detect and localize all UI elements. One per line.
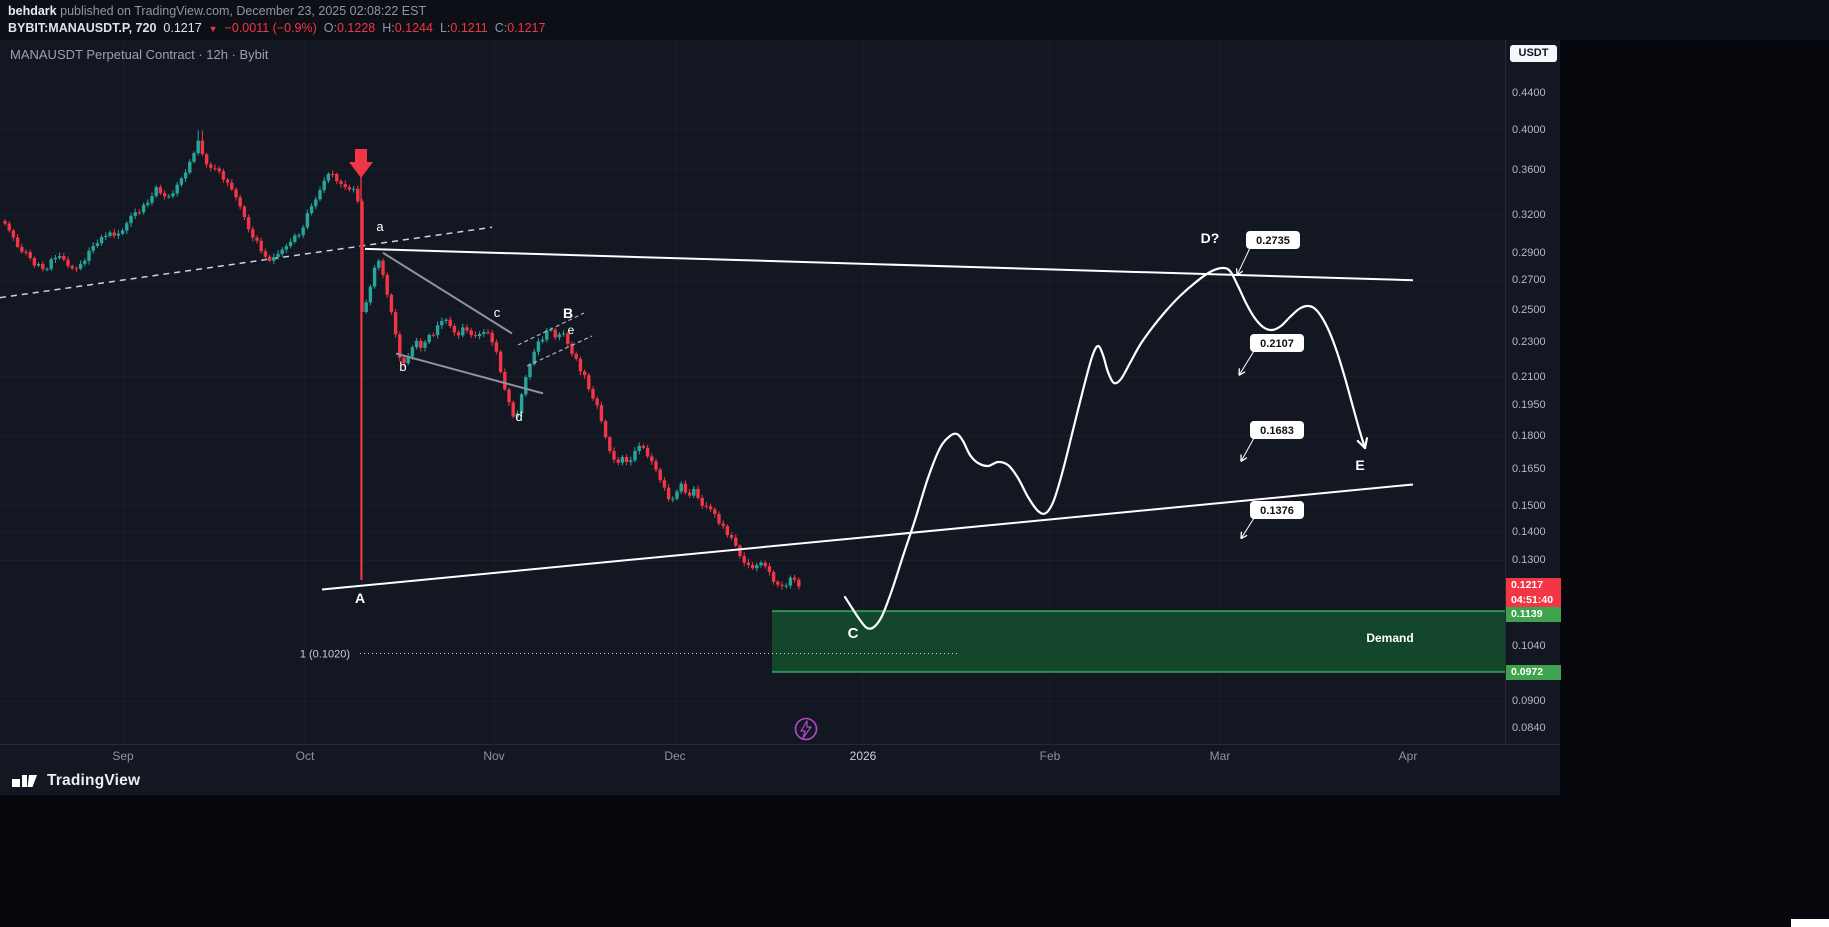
ohlc-low: L:0.1211 bbox=[439, 21, 488, 35]
price-tick: 0.1500 bbox=[1512, 499, 1546, 512]
tradingview-brand-text[interactable]: TradingView bbox=[47, 772, 141, 789]
price-tag: 04:51:40 bbox=[1506, 592, 1561, 608]
last-price: 0.1217 bbox=[163, 21, 202, 35]
chart-legend-title[interactable]: MANAUSDT Perpetual Contract · 12h · Bybi… bbox=[10, 47, 269, 62]
time-tick: 2026 bbox=[849, 749, 877, 763]
price-tag: 0.1217 bbox=[1506, 577, 1561, 593]
symbol-interval[interactable]: BYBIT:MANAUSDT.P, 720 bbox=[8, 21, 157, 35]
price-tick: 0.1040 bbox=[1512, 640, 1546, 652]
price-tick: 0.2900 bbox=[1512, 246, 1546, 259]
ohlc-close: C:0.1217 bbox=[494, 21, 546, 35]
publisher-name[interactable]: behdark bbox=[8, 4, 57, 18]
price-tick: 0.0840 bbox=[1512, 721, 1546, 734]
scroll-corner bbox=[1791, 919, 1829, 927]
price-tick: 0.1300 bbox=[1512, 554, 1546, 567]
price-tick: 0.2500 bbox=[1512, 303, 1546, 316]
time-tick: Apr bbox=[1398, 749, 1418, 763]
time-tick: Sep bbox=[112, 749, 134, 763]
price-tick: 0.1950 bbox=[1512, 399, 1546, 411]
chart-canvas[interactable] bbox=[0, 40, 1505, 744]
ohlc-high: H:0.1244 bbox=[382, 21, 433, 35]
time-tick: Oct bbox=[295, 749, 315, 763]
price-change: −0.0011 (−0.9%) bbox=[224, 21, 317, 35]
price-tick: 0.1400 bbox=[1512, 526, 1546, 539]
price-tick: 0.1800 bbox=[1512, 429, 1546, 442]
time-tick: Feb bbox=[1039, 749, 1061, 763]
price-tag: 0.0972 bbox=[1506, 664, 1561, 680]
price-tick: 0.2100 bbox=[1512, 370, 1546, 383]
price-tick: 0.1650 bbox=[1512, 463, 1546, 476]
time-axis[interactable]: Sep Oct Nov Dec 2026 Feb Mar Apr bbox=[0, 744, 1560, 767]
price-tick: 0.4000 bbox=[1512, 123, 1546, 136]
footer-bar: TradingView bbox=[0, 767, 1560, 795]
price-axis[interactable]: USDT 0.4400 0.4000 0.3600 0.3200 0.2900 0.270… bbox=[1505, 40, 1561, 744]
time-tick: Mar bbox=[1209, 749, 1231, 763]
published-text: published on TradingView.com, December 2… bbox=[56, 4, 427, 18]
time-tick: Nov bbox=[483, 749, 505, 763]
publisher-line: behdark published on TradingView.com, De… bbox=[8, 4, 426, 18]
price-tag: 0.1139 bbox=[1506, 606, 1561, 622]
price-tick: 0.3600 bbox=[1512, 163, 1546, 176]
time-tick: Dec bbox=[664, 749, 686, 763]
tradingview-logo[interactable] bbox=[12, 772, 38, 790]
price-tick: 0.0900 bbox=[1512, 695, 1546, 708]
publish-header: behdark published on TradingView.com, De… bbox=[0, 0, 1829, 40]
price-tick: 0.2700 bbox=[1512, 274, 1546, 287]
price-tick: 0.3200 bbox=[1512, 209, 1546, 222]
price-tick: 0.2300 bbox=[1512, 335, 1546, 348]
symbol-line: BYBIT:MANAUSDT.P, 720 0.1217 ▼ −0.0011 (… bbox=[8, 21, 545, 35]
down-triangle-icon: ▼ bbox=[208, 24, 218, 34]
price-tick: 0.4400 bbox=[1512, 87, 1546, 99]
currency-toggle-button[interactable]: USDT bbox=[1510, 45, 1557, 62]
ohlc-open: O:0.1228 bbox=[323, 21, 376, 35]
